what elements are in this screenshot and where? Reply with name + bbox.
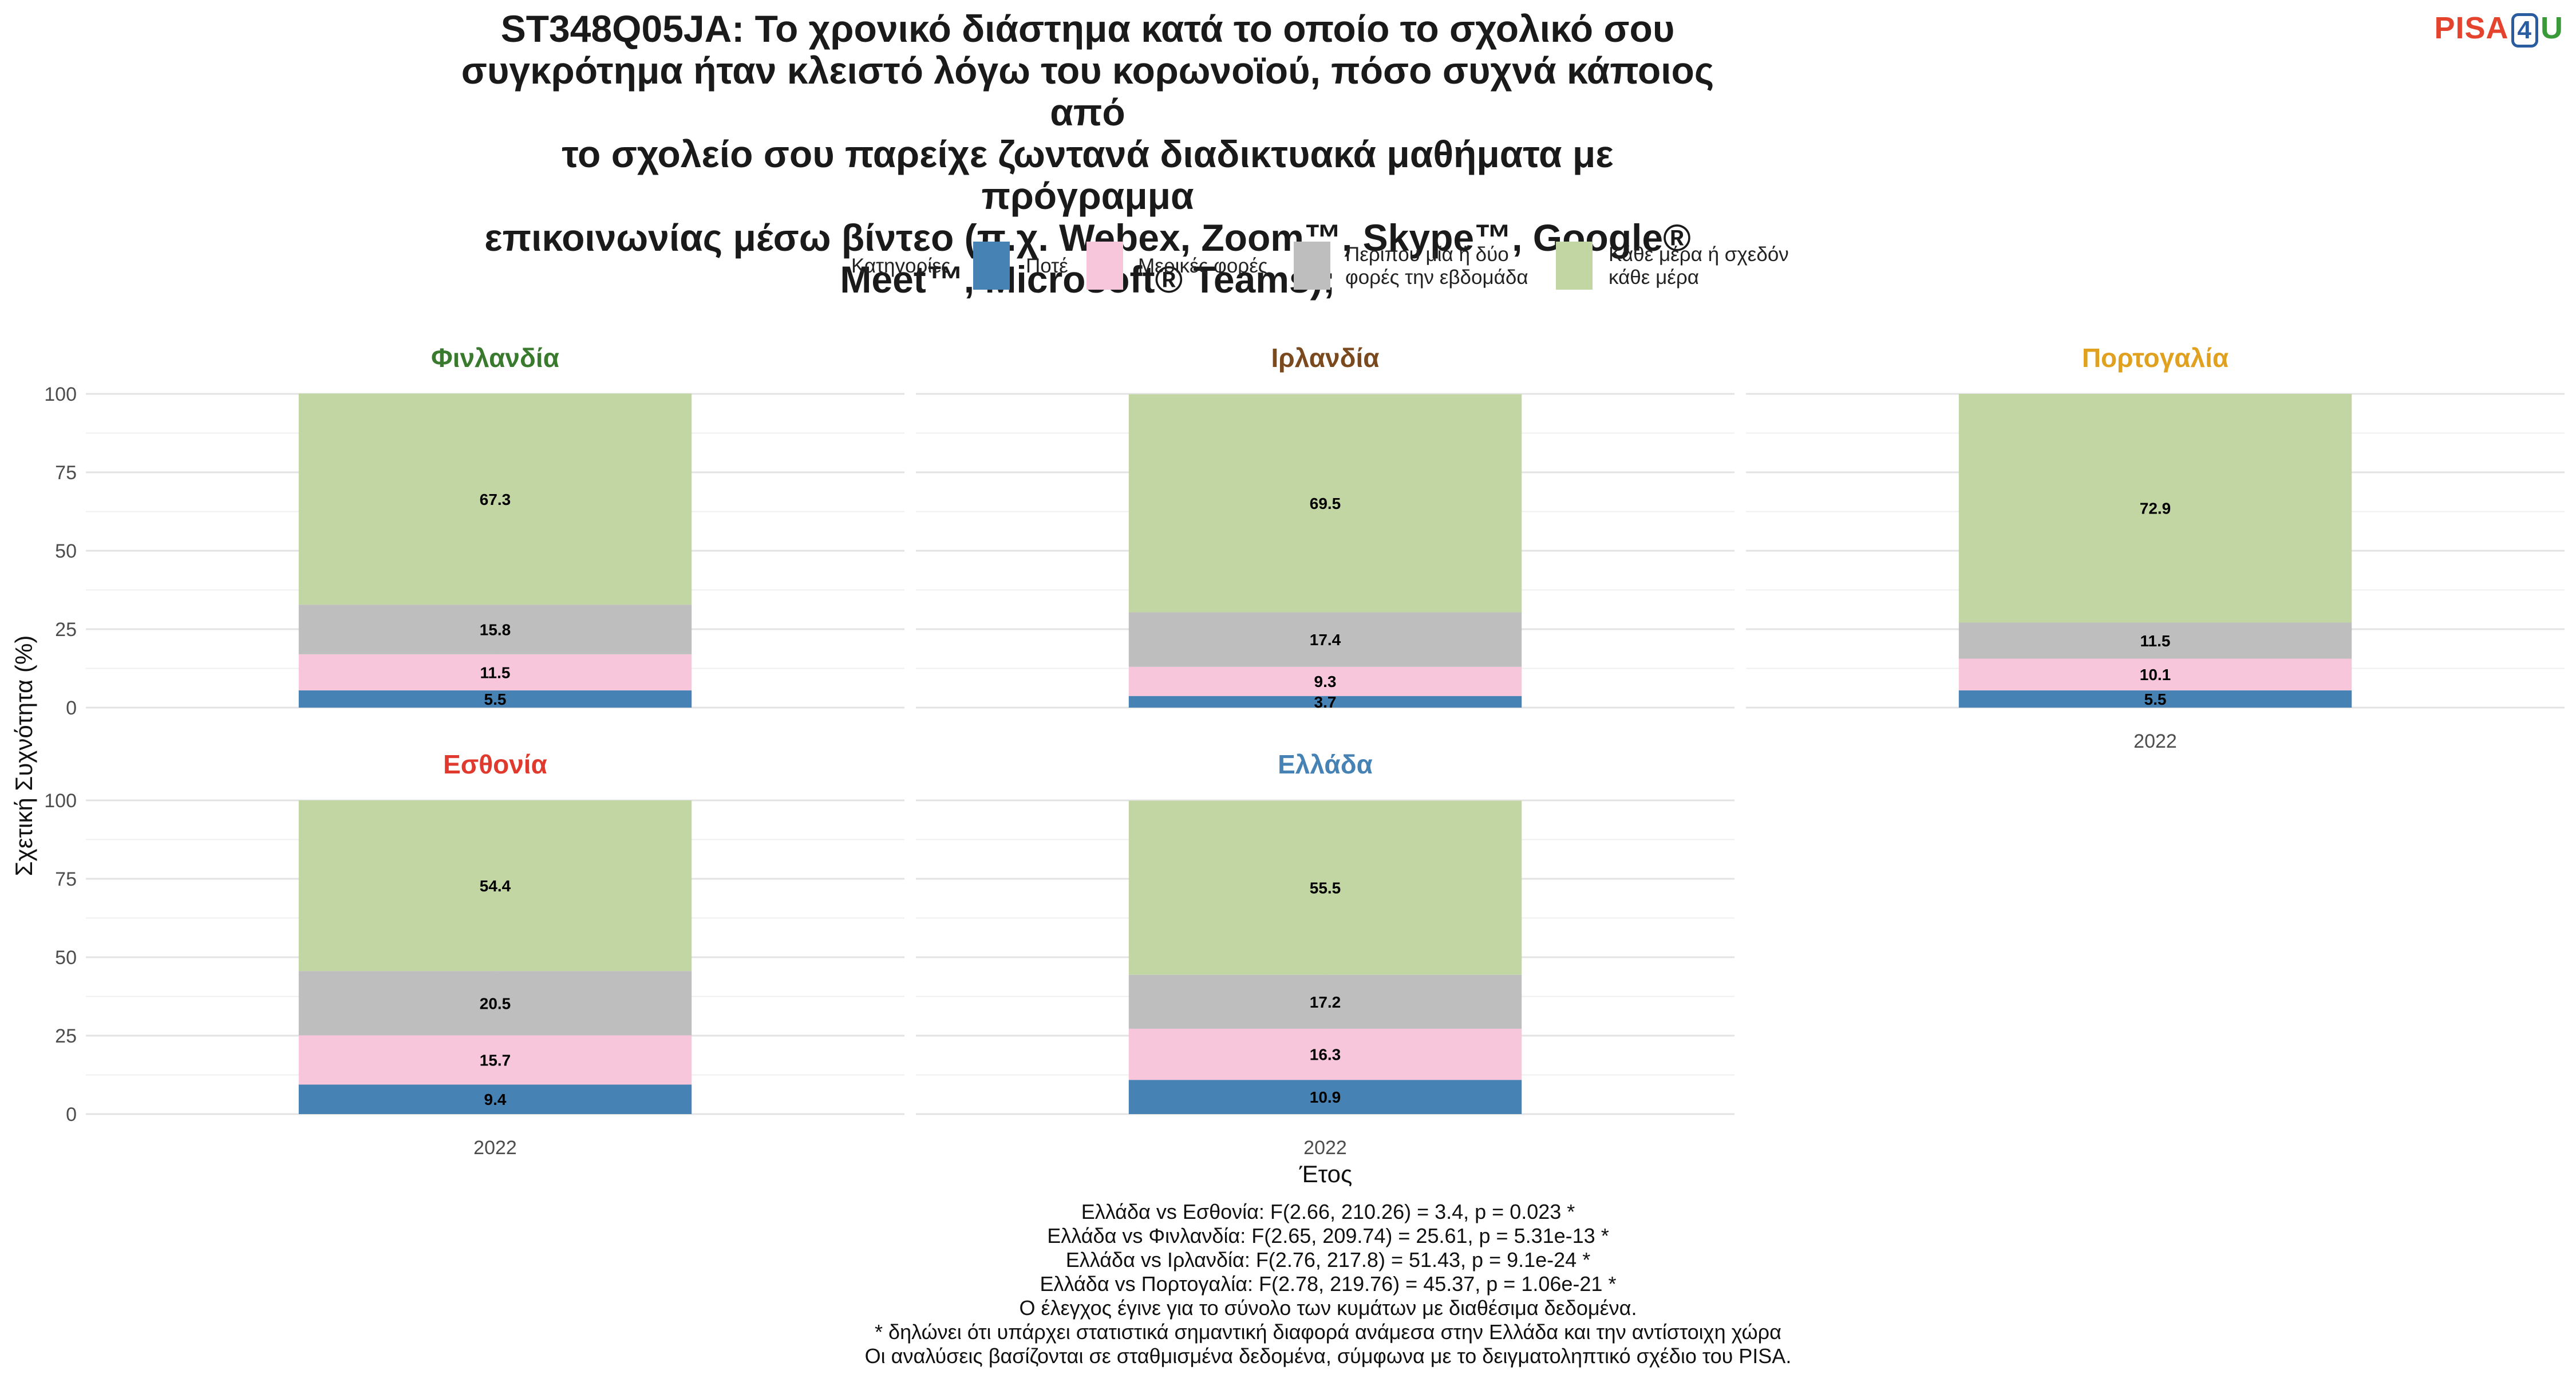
y-tick-label: 75 xyxy=(55,868,77,890)
data-label: 17.2 xyxy=(1310,993,1341,1011)
legend-swatch-sometimes xyxy=(1086,242,1123,290)
title-line: συγκρότημα ήταν κλειστό λόγω του κορωνοϊ… xyxy=(461,49,1714,133)
y-axis-title: Σχετική Συχνότητα (%) xyxy=(10,635,37,876)
bar-segment xyxy=(298,971,692,1036)
legend-label-daily: Κάθε μέρα ή σχεδόν κάθε μέρα xyxy=(1609,243,1789,289)
panel-title: Ιρλανδία xyxy=(1271,343,1379,373)
data-label: 10.9 xyxy=(1310,1088,1341,1106)
y-tick-label: 50 xyxy=(55,540,77,562)
data-label: 55.5 xyxy=(1310,879,1341,897)
x-axis-title: Έτος xyxy=(1299,1160,1353,1187)
panel-title: Εσθονία xyxy=(443,749,547,779)
bar-segment xyxy=(1128,800,1522,975)
data-label: 3.7 xyxy=(1314,693,1337,711)
footnote-line: Ελλάδα vs Εσθονία: F(2.66, 210.26) = 3.4… xyxy=(1081,1200,1575,1223)
data-label: 9.4 xyxy=(484,1091,507,1108)
data-label: 5.5 xyxy=(2144,690,2167,708)
logo-text-four: 4 xyxy=(2511,13,2538,48)
bar-segment xyxy=(298,654,692,690)
data-label: 10.1 xyxy=(2140,666,2171,684)
bar-segment xyxy=(1958,658,2352,690)
logo-text-u: U xyxy=(2541,11,2563,45)
data-label: 15.8 xyxy=(480,621,511,639)
y-tick-label: 25 xyxy=(55,1025,77,1047)
footnote-line: Ελλάδα vs Ιρλανδία: F(2.76, 217.8) = 51.… xyxy=(1065,1248,1591,1272)
bar-segment xyxy=(1958,622,2352,659)
footnote-line: Ελλάδα vs Φινλανδία: F(2.65, 209.74) = 2… xyxy=(1047,1224,1609,1247)
title-line: το σχολείο σου παρείχε ζωντανά διαδικτυα… xyxy=(562,133,1614,217)
data-label: 69.5 xyxy=(1310,495,1341,512)
panel-title: Φινλανδία xyxy=(431,343,559,373)
legend: Κατηγορίες Ποτέ Μερικές φορές Περίπου μί… xyxy=(0,240,2576,292)
y-tick-label: 100 xyxy=(44,384,77,405)
data-label: 17.4 xyxy=(1310,631,1341,649)
data-label: 54.4 xyxy=(480,877,511,895)
bar-segment xyxy=(298,800,692,972)
y-tick-label: 0 xyxy=(66,1104,77,1126)
bar-segment xyxy=(1958,394,2352,623)
bar-segment xyxy=(1958,690,2352,708)
data-label: 5.5 xyxy=(484,690,507,708)
legend-swatch-weekly xyxy=(1294,242,1330,290)
footnote-line: Ελλάδα vs Πορτογαλία: F(2.78, 219.76) = … xyxy=(1040,1272,1617,1296)
y-tick-label: 0 xyxy=(66,697,77,719)
legend-label-never: Ποτέ xyxy=(1026,255,1068,277)
bar-segment xyxy=(298,605,692,654)
title-line: ST348Q05JA: Το χρονικό διάστημα κατά το … xyxy=(500,7,1675,50)
legend-label-line: φορές την εβδομάδα xyxy=(1345,266,1528,289)
footnotes: Ελλάδα vs Εσθονία: F(2.66, 210.26) = 3.4… xyxy=(572,1200,2084,1368)
data-label: 15.7 xyxy=(480,1051,511,1069)
data-label: 67.3 xyxy=(480,491,511,508)
panel-title: Πορτογαλία xyxy=(2082,343,2229,373)
x-tick-label: 2022 xyxy=(2134,731,2177,752)
footnote-line: Οι αναλύσεις βασίζονται σε σταθμισμένα δ… xyxy=(864,1344,1792,1368)
bar-segment xyxy=(298,1084,692,1114)
footnote-line: Ο έλεγχος έγινε για το σύνολο των κυμάτω… xyxy=(1019,1296,1637,1320)
bar-segment xyxy=(1128,1028,1522,1080)
legend-label-sometimes: Μερικές φορές xyxy=(1138,255,1268,277)
data-label: 72.9 xyxy=(2140,500,2171,518)
y-tick-label: 75 xyxy=(55,462,77,484)
bar-segment xyxy=(1128,612,1522,667)
bar-segment xyxy=(298,690,692,708)
footnote-line: * δηλώνει ότι υπάρχει στατιστικά σημαντι… xyxy=(875,1320,1781,1344)
y-tick-label: 100 xyxy=(44,790,77,812)
data-label: 11.5 xyxy=(480,664,511,681)
bar-segment xyxy=(1128,394,1522,613)
y-tick-label: 50 xyxy=(55,947,77,969)
legend-label-line: Κάθε μέρα ή σχεδόν xyxy=(1609,243,1789,266)
logo-text-pisa: PISA xyxy=(2434,11,2509,45)
data-label: 16.3 xyxy=(1310,1046,1341,1064)
bar-segment xyxy=(1128,696,1522,708)
data-label: 20.5 xyxy=(480,994,511,1012)
x-tick-label: 2022 xyxy=(1303,1137,1347,1159)
legend-label-line: Περίπου μία ή δύο xyxy=(1345,243,1509,266)
legend-label-weekly: Περίπου μία ή δύο φορές την εβδομάδα xyxy=(1345,243,1528,289)
bar-segment xyxy=(1128,1080,1522,1114)
legend-title: Κατηγορίες xyxy=(851,255,951,277)
bar-segment xyxy=(1128,666,1522,696)
x-tick-label: 2022 xyxy=(473,1137,517,1159)
bar-segment xyxy=(298,1035,692,1085)
bar-segment xyxy=(298,393,692,605)
data-label: 11.5 xyxy=(2140,632,2171,650)
legend-swatch-never xyxy=(973,242,1010,290)
y-tick-label: 25 xyxy=(55,619,77,641)
bar-segment xyxy=(1128,974,1522,1029)
chart-title: ST348Q05JA: Το χρονικό διάστημα κατά το … xyxy=(458,8,1717,301)
panel-title: Ελλάδα xyxy=(1278,749,1373,779)
legend-swatch-daily xyxy=(1556,242,1593,290)
data-label: 9.3 xyxy=(1314,673,1337,690)
pisa4u-logo: PISA 4 U xyxy=(2434,10,2563,48)
legend-label-line: κάθε μέρα xyxy=(1609,266,1700,289)
